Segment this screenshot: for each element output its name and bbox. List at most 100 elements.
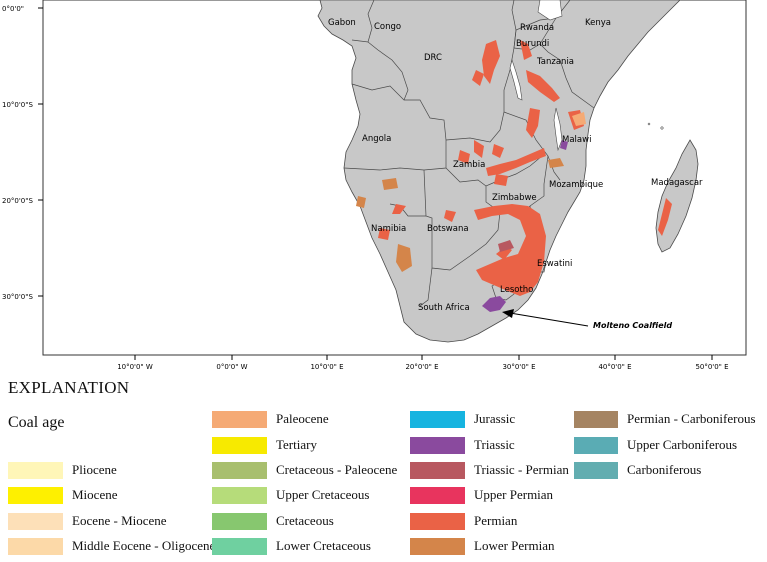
legend-item-miocene: Miocene: [8, 485, 117, 505]
legend-swatch: [8, 512, 63, 530]
legend-label: Pliocene: [72, 462, 117, 477]
legend-item-paleocene: Paleocene: [212, 409, 329, 429]
lon-label-20e: 20°0'0" E: [405, 363, 438, 371]
lat-label-10s: 10°0'0"S: [2, 101, 33, 109]
legend-label: Permian: [474, 513, 518, 528]
island: [647, 122, 651, 126]
legend-item-middle-eocene-oligocene: Middle Eocene - Oligocene: [8, 536, 215, 556]
country-label-namibia: Namibia: [371, 224, 406, 234]
country-label-tanzania: Tanzania: [536, 57, 574, 67]
legend-swatch: [212, 461, 267, 479]
lat-label-20s: 20°0'0"S: [2, 197, 33, 205]
legend-swatch: [574, 436, 618, 454]
legend-item-tertiary: Tertiary: [212, 435, 317, 455]
legend-item-triassic: Triassic: [410, 435, 515, 455]
legend-swatch: [212, 537, 267, 555]
legend-label: Upper Permian: [474, 487, 554, 502]
legend-swatch: [410, 537, 465, 555]
legend-swatch: [410, 486, 465, 504]
legend-label: Carboniferous: [627, 462, 702, 477]
country-label-botswana: Botswana: [427, 224, 469, 234]
legend-item-permian-carboniferous: Permian - Carboniferous: [574, 409, 756, 429]
island: [660, 126, 664, 130]
legend-swatch: [574, 410, 618, 428]
legend-item-pliocene: Pliocene: [8, 460, 117, 480]
legend-item-permian: Permian: [410, 511, 517, 531]
legend-swatch: [410, 410, 465, 428]
coal-deposits-lower-permian: [356, 158, 564, 272]
legend-label: Triassic: [474, 437, 515, 452]
callout-molteno-coalfield: Molteno Coalfield: [593, 321, 672, 330]
legend-label: Triassic - Permian: [474, 462, 569, 477]
country-label-congo: Congo: [374, 22, 401, 32]
country-label-zimbabwe: Zimbabwe: [492, 193, 537, 203]
legend-label: Cretaceous: [276, 513, 334, 528]
country-label-gabon: Gabon: [328, 18, 356, 28]
legend-label: Eocene - Miocene: [72, 513, 167, 528]
country-label-drc: DRC: [424, 53, 442, 63]
legend-swatch: [212, 512, 267, 530]
legend-swatch: [410, 512, 465, 530]
lon-label-40e: 40°0'0" E: [598, 363, 631, 371]
legend-item-cretaceous: Cretaceous: [212, 511, 334, 531]
legend-subtitle: Coal age: [8, 414, 65, 431]
legend-label: Upper Carboniferous: [627, 437, 738, 452]
legend-swatch: [8, 537, 63, 555]
legend-swatch: [8, 461, 63, 479]
lon-label-10e: 10°0'0" E: [310, 363, 343, 371]
legend-swatch: [8, 486, 63, 504]
coal-deposits-paleocene: [572, 112, 586, 126]
legend-item-upper-cretaceous: Upper Cretaceous: [212, 485, 370, 505]
legend-label: Paleocene: [276, 411, 329, 426]
legend-label: Lower Permian: [474, 538, 555, 553]
lon-label-0: 0°0'0" W: [216, 363, 247, 371]
legend-label: Jurassic: [474, 411, 516, 426]
legend-label: Upper Cretaceous: [276, 487, 370, 502]
callout-arrow-line: [509, 312, 589, 327]
legend-label: Miocene: [72, 487, 118, 502]
country-label-lesotho: Lesotho: [500, 285, 533, 295]
country-label-eswatini: Eswatini: [537, 259, 572, 269]
country-label-mozambique: Mozambique: [549, 180, 603, 190]
legend-title: EXPLANATION: [8, 378, 130, 397]
country-label-madagascar: Madagascar: [651, 178, 703, 188]
legend-item-lower-permian: Lower Permian: [410, 536, 555, 556]
legend-label: Lower Cretaceous: [276, 538, 371, 553]
legend-item-jurassic: Jurassic: [410, 409, 515, 429]
legend-label: Cretaceous - Paleocene: [276, 462, 398, 477]
lat-label-30s: 30°0'0"S: [2, 293, 33, 301]
legend-item-carboniferous: Carboniferous: [574, 460, 701, 480]
country-borders: [343, 0, 595, 307]
legend-label: Middle Eocene - Oligocene: [72, 538, 216, 553]
lon-label-30e: 30°0'0" E: [502, 363, 535, 371]
country-label-zambia: Zambia: [453, 160, 485, 170]
legend-item-eocene-miocene: Eocene - Miocene: [8, 511, 167, 531]
legend-swatch: [410, 436, 465, 454]
country-label-rwanda: Rwanda: [520, 23, 554, 33]
country-label-burundi: Burundi: [516, 39, 549, 49]
lon-label-10w: 10°0'0" W: [117, 363, 153, 371]
legend-item-upper-permian: Upper Permian: [410, 485, 553, 505]
legend-swatch: [574, 461, 618, 479]
legend-item-cretaceous-paleocene: Cretaceous - Paleocene: [212, 460, 397, 480]
country-label-angola: Angola: [362, 134, 391, 144]
legend-swatch: [212, 486, 267, 504]
country-label-south-africa: South Africa: [418, 303, 470, 313]
legend-swatch: [212, 410, 267, 428]
callout-arrowhead: [502, 309, 514, 318]
legend-label: Permian - Carboniferous: [627, 411, 756, 426]
legend-label: Tertiary: [276, 437, 317, 452]
axis-ticks: [38, 7, 713, 360]
coal-map: 0°0'0" 10°0'0"S 20°0'0"S 30°0'0"S 10°0'0…: [2, 0, 747, 371]
legend-item-lower-cretaceous: Lower Cretaceous: [212, 536, 371, 556]
legend-swatch: [212, 436, 267, 454]
country-label-malawi: Malawi: [562, 135, 591, 145]
lat-label-0: 0°0'0": [2, 5, 24, 13]
coal-deposits-triassic: [482, 140, 568, 312]
country-label-kenya: Kenya: [585, 18, 611, 28]
legend-item-triassic-permian: Triassic - Permian: [410, 460, 569, 480]
lon-label-50e: 50°0'0" E: [695, 363, 728, 371]
legend-item-upper-carboniferous: Upper Carboniferous: [574, 435, 737, 455]
coal-deposits-triassic-permian: [498, 240, 514, 252]
legend-swatch: [410, 461, 465, 479]
